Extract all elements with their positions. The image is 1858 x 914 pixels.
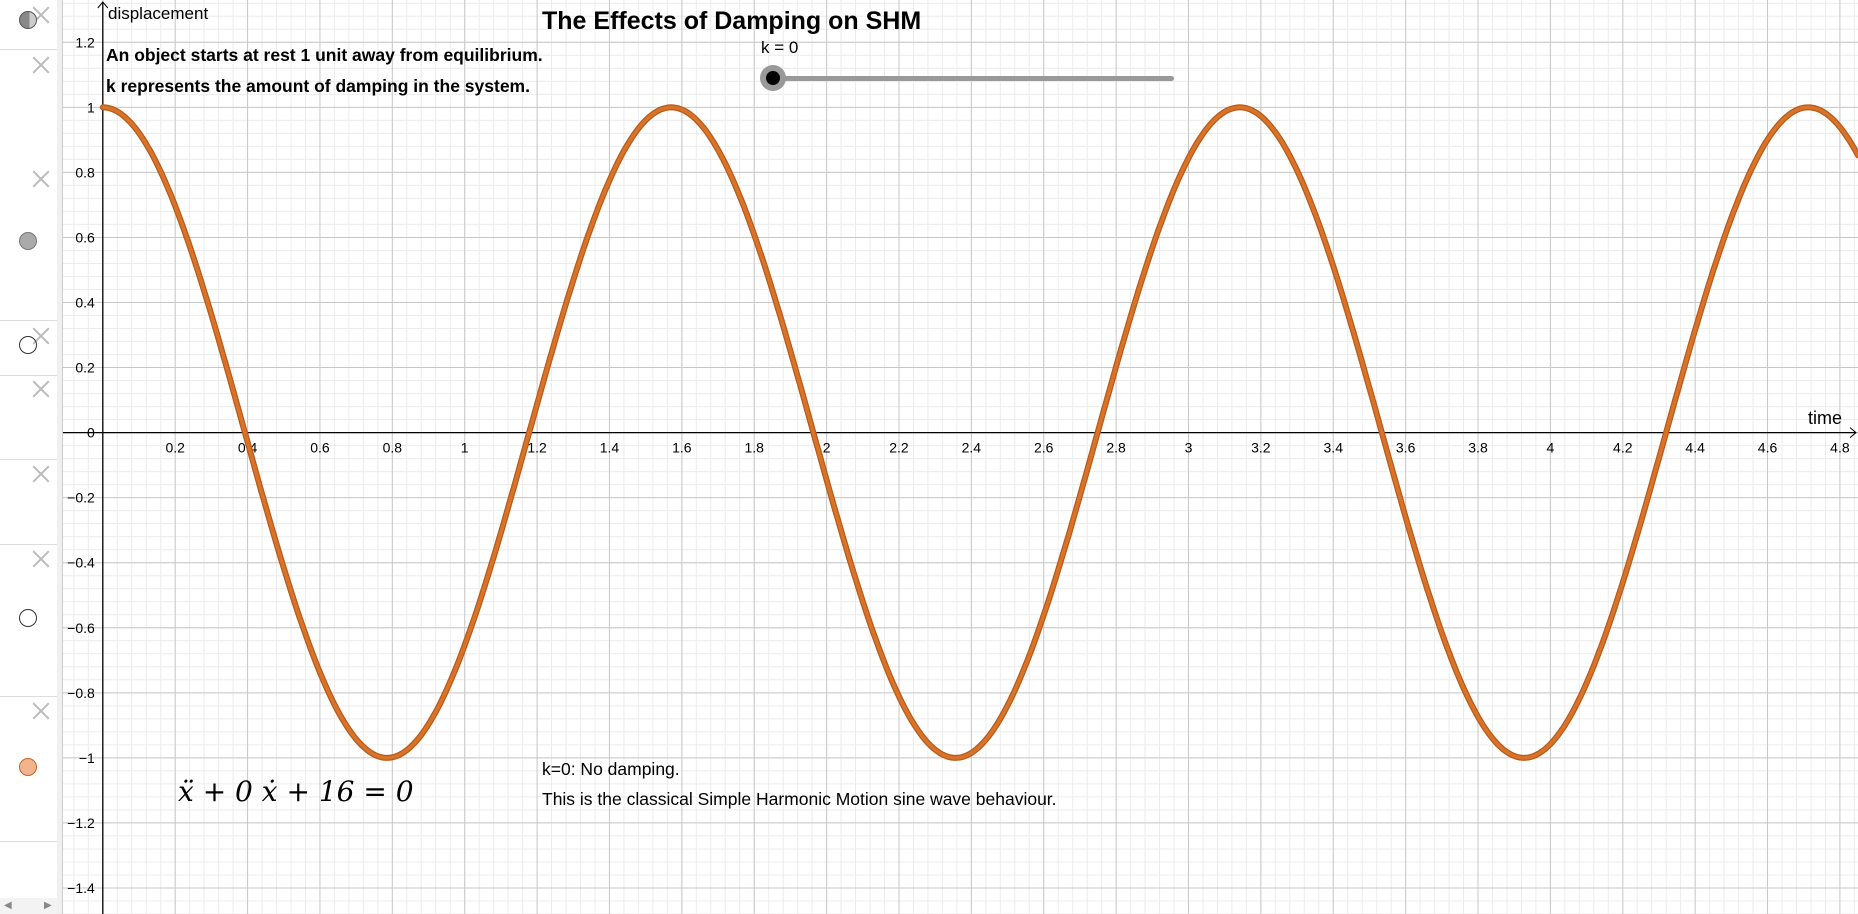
k-slider-track[interactable] — [772, 76, 1174, 81]
y-tick-label: 0.4 — [75, 294, 95, 310]
delete-icon[interactable] — [32, 465, 50, 483]
x-tick-label: 3.6 — [1396, 440, 1416, 456]
y-axis-label: displacement — [108, 4, 209, 23]
y-tick-label: −0.8 — [67, 685, 95, 701]
x-tick-label: 2.8 — [1106, 440, 1126, 456]
x-tick-label: 1 — [461, 440, 469, 456]
y-tick-label: 0 — [87, 425, 95, 441]
x-tick-label: 4.2 — [1613, 440, 1633, 456]
panel-horizontal-scrollbar[interactable]: ◀ ▶ — [0, 898, 57, 914]
page-title: The Effects of Damping on SHM — [542, 7, 922, 35]
x-axis-arrow-icon — [1849, 427, 1857, 438]
x-tick-label: 2.6 — [1034, 440, 1054, 456]
panel-row-divider — [0, 375, 57, 376]
x-tick-label: 3.4 — [1324, 440, 1344, 456]
y-tick-label: 1.2 — [75, 34, 95, 50]
visibility-toggle-empty-circle-icon[interactable] — [19, 336, 37, 354]
visibility-toggle-partial-filled-circle-icon[interactable] — [19, 11, 37, 29]
delete-icon[interactable] — [32, 170, 50, 188]
panel-row-divider — [0, 696, 57, 697]
x-tick-label: 1.8 — [744, 440, 764, 456]
panel-row-divider — [0, 459, 57, 460]
x-axis-label: time — [1808, 408, 1843, 428]
x-tick-label: 4 — [1546, 440, 1554, 456]
panel-vertical-scrollbar[interactable] — [57, 0, 63, 914]
y-tick-label: −0.4 — [67, 555, 95, 571]
x-tick-label: 2.4 — [962, 440, 982, 456]
x-tick-label: 2.2 — [889, 440, 909, 456]
x-tick-label: 4.6 — [1758, 440, 1778, 456]
x-tick-label: 2 — [823, 440, 831, 456]
intro-text-line2: k represents the amount of damping in th… — [106, 76, 530, 96]
x-tick-label: 1.2 — [527, 440, 547, 456]
x-tick-label: 0.8 — [383, 440, 403, 456]
displacement-curve — [101, 105, 1858, 760]
y-tick-label: 0.8 — [75, 164, 95, 180]
note-text-line2: This is the classical Simple Harmonic Mo… — [542, 789, 1057, 809]
y-axis-arrow-icon — [97, 1, 109, 9]
slider-label: k = 0 — [761, 38, 799, 57]
y-tick-label: 1 — [87, 99, 95, 115]
x-tick-label: 3.8 — [1468, 440, 1488, 456]
graphics-view[interactable]: 0.2 0.4 0.6 0.8 1 1.2 1.4 1.6 1.8 2 2.2 2.4 2.6 2.8 3 3… — [63, 0, 1858, 914]
differential-equation: ẍ + 0 ẋ + 16 = 0 — [178, 775, 414, 808]
panel-row-divider — [0, 49, 57, 50]
x-tick-label: 1.6 — [672, 440, 692, 456]
note-text-line1: k=0: No damping. — [542, 759, 680, 779]
delete-icon[interactable] — [32, 380, 50, 398]
panel-row-divider — [0, 320, 57, 321]
panel-row-divider — [0, 544, 57, 545]
intro-text-line1: An object starts at rest 1 unit away fro… — [106, 45, 543, 65]
visibility-toggle-filled-circle-icon[interactable] — [19, 758, 37, 776]
delete-icon[interactable] — [32, 550, 50, 568]
y-tick-label: −0.2 — [67, 490, 95, 506]
delete-icon[interactable] — [32, 702, 50, 720]
y-tick-label: −0.6 — [67, 620, 95, 636]
visibility-toggle-filled-circle-icon[interactable] — [19, 232, 37, 250]
x-tick-label: 0.2 — [165, 440, 185, 456]
x-tick-label: 0.6 — [310, 440, 330, 456]
panel-row-divider — [0, 841, 57, 842]
y-tick-label: −1.4 — [67, 880, 95, 896]
k-slider-handle[interactable] — [760, 65, 786, 91]
x-tick-label: 3.2 — [1251, 440, 1271, 456]
y-tick-label: −1 — [79, 750, 95, 766]
scroll-right-icon[interactable]: ▶ — [44, 900, 52, 911]
scroll-left-icon[interactable]: ◀ — [4, 900, 12, 911]
algebra-panel — [0, 0, 58, 914]
x-tick-label: 4.8 — [1830, 440, 1850, 456]
x-tick-label: 4.4 — [1685, 440, 1705, 456]
y-tick-label: 0.6 — [75, 229, 95, 245]
x-tick-label: 1.4 — [600, 440, 620, 456]
y-tick-label: 0.2 — [75, 360, 95, 376]
delete-icon[interactable] — [32, 56, 50, 74]
y-tick-label: −1.2 — [67, 815, 95, 831]
visibility-toggle-empty-circle-icon[interactable] — [19, 609, 37, 627]
x-tick-label: 3 — [1185, 440, 1193, 456]
